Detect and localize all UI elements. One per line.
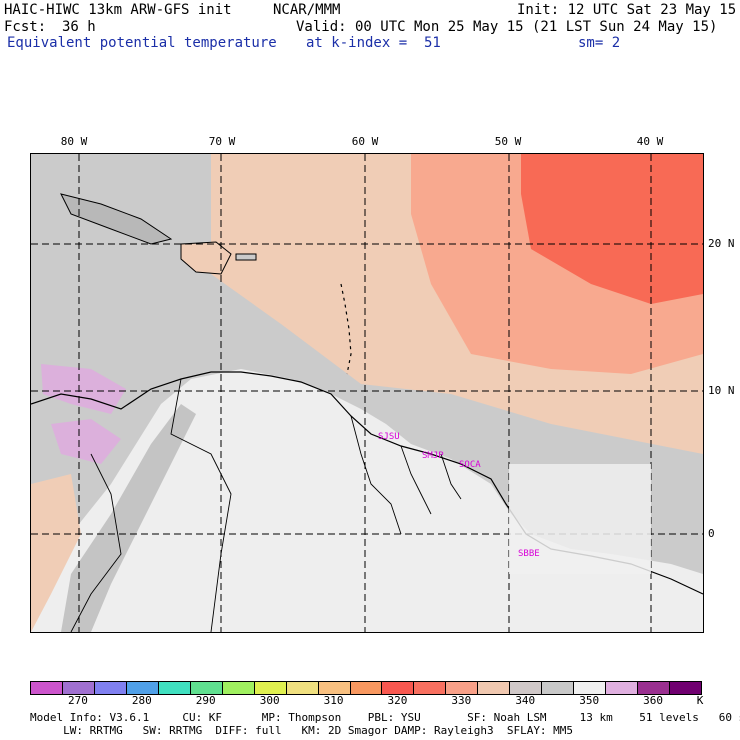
model-info-line1: Model Info: V3.6.1 CU: KF MP: Thompson P… <box>30 711 740 724</box>
border-ecuador-peru <box>70 453 122 632</box>
colorbar-swatch <box>413 681 447 695</box>
puerto-rico <box>235 253 257 261</box>
site-label-soca: SOCA <box>459 460 481 470</box>
colorbar-tick-label: 340 <box>515 694 536 707</box>
lat-label-20n: 20 N <box>708 237 735 250</box>
colorbar-swatch <box>285 681 319 695</box>
cool-patch-southeast <box>509 464 651 574</box>
valid-time: Valid: 00 UTC Mon 25 May 15 (21 LST Sun … <box>296 19 718 35</box>
colorbar-tick-label: 290 <box>195 694 216 707</box>
colorbar-swatch <box>573 681 607 695</box>
lon-label-40w: 40 W <box>636 135 664 148</box>
colorbar-swatch <box>541 681 575 695</box>
site-label-smjp: SMJP <box>422 451 444 461</box>
center-label: NCAR/MMM <box>273 2 341 18</box>
colorbar-swatch <box>349 681 383 695</box>
colorbar-swatch <box>477 681 511 695</box>
pacific-warm <box>31 474 81 632</box>
warm-core-red <box>521 154 703 304</box>
colorbar-tick-label: 270 <box>67 694 88 707</box>
field-name: Equivalent potential temperature <box>7 35 277 51</box>
colorbar-swatch <box>157 681 191 695</box>
fcst-label: Fcst: <box>4 19 47 35</box>
site-label-sjsu: SJSU <box>378 432 400 442</box>
colorbar-tick-label: 280 <box>131 694 152 707</box>
colorbar-swatch <box>221 681 255 695</box>
colorbar-swatch <box>93 681 127 695</box>
colorbar-swatch <box>605 681 639 695</box>
purple-region-central-america <box>41 364 126 414</box>
colorbar-unit: K <box>696 694 704 707</box>
map-panel <box>30 153 704 633</box>
hispaniola <box>180 241 232 275</box>
lon-label-80w: 80 W <box>60 135 88 148</box>
model-title: HAIC-HIWC 13km ARW-GFS init <box>4 2 232 18</box>
colorbar-swatch <box>125 681 159 695</box>
smoothing-label: sm= 2 <box>578 35 621 51</box>
colorbar-swatch <box>509 681 543 695</box>
equivalent-potential-temperature-map <box>31 154 703 632</box>
colorbar-swatch <box>381 681 415 695</box>
lat-label-eq: 0 <box>708 527 715 540</box>
border-suriname-guiana <box>440 453 462 500</box>
level-label: at k-index = 51 <box>306 35 441 51</box>
colorbar-swatch <box>637 681 671 695</box>
init-time: Init: 12 UTC Sat 23 May 15 <box>517 2 737 18</box>
colorbar-swatch <box>30 681 63 695</box>
site-label-sbbe: SBBE <box>518 549 540 559</box>
colorbar-swatch <box>61 681 95 695</box>
colorbar-swatch <box>445 681 479 695</box>
lon-label-60w: 60 W <box>351 135 379 148</box>
lon-label-70w: 70 W <box>208 135 236 148</box>
colorbar-tick-label: 360 <box>643 694 663 707</box>
colorbar-swatch <box>317 681 351 695</box>
colorbar-swatch <box>253 681 287 695</box>
fcst-value: 36 h <box>62 19 96 35</box>
colorbar-swatch <box>189 681 223 695</box>
cuba <box>60 193 173 245</box>
purple-region-colombia <box>51 419 121 464</box>
colorbar-tick-label: 330 <box>451 694 472 707</box>
border-venezuela-guyana <box>350 415 402 535</box>
border-guyana-suriname <box>400 445 432 515</box>
lat-label-10n: 10 N <box>708 384 735 397</box>
colorbar-tick-label: 320 <box>387 694 408 707</box>
colorbar-tick-label: 300 <box>259 694 280 707</box>
andes-region <box>61 404 196 632</box>
colorbar-tick-label: 350 <box>579 694 600 707</box>
lon-label-50w: 50 W <box>494 135 522 148</box>
colorbar-swatch <box>669 681 702 695</box>
lesser-antilles <box>340 283 352 375</box>
colorbar-tick-label: 310 <box>323 694 344 707</box>
model-info-line2: LW: RRTMG SW: RRTMG DIFF: full KM: 2D Sm… <box>30 724 574 737</box>
